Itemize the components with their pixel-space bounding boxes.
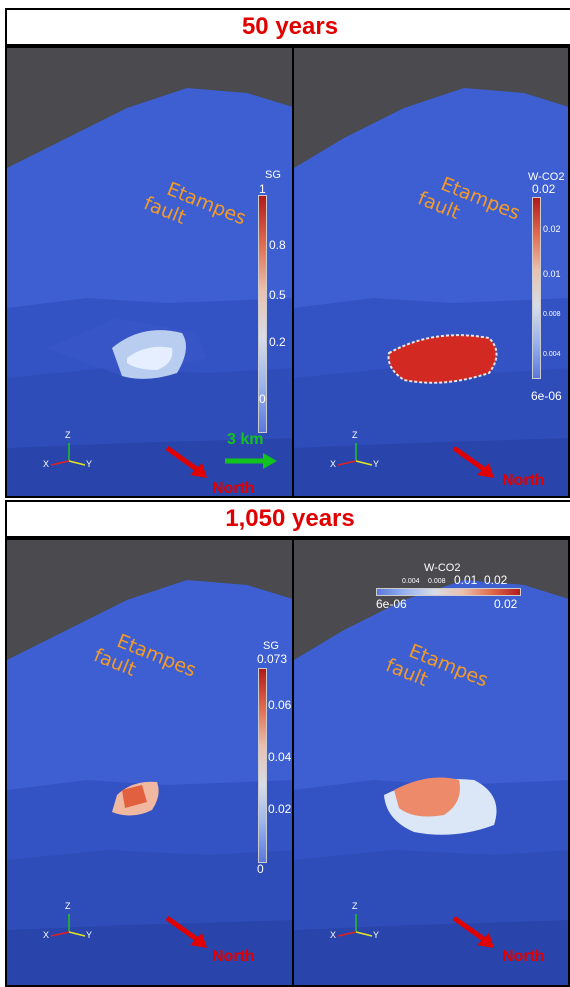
colorbar-tick: 0.008 (428, 578, 446, 585)
north-label: North (502, 948, 545, 965)
x-axis-label: X (43, 459, 50, 469)
z-axis-label: Z (65, 430, 71, 440)
z-axis-label: Z (352, 430, 358, 440)
colorbar-tick: 0.04 (268, 750, 292, 764)
row1-left-panel: Etampes fault SG 1 0.8 0.5 0.2 0 3 km No… (5, 46, 294, 498)
plume-shape (387, 334, 498, 384)
colorbar-tick: 0.06 (268, 698, 292, 712)
colorbar-tick: 0.01 (543, 269, 561, 279)
colorbar-tick: 0.02 (532, 182, 556, 196)
row1-title: 50 years (241, 13, 339, 40)
y-axis-icon (68, 931, 86, 937)
y-axis-label: Y (373, 459, 380, 469)
x-axis-label: X (330, 459, 337, 469)
colorbar-tick: 1 (259, 182, 266, 196)
colorbar-tick: 0 (257, 862, 264, 876)
colorbar-tick: 0.02 (543, 224, 561, 234)
row1-left-mesh (7, 48, 292, 496)
row2-left-mesh (7, 540, 292, 985)
colorbar (258, 668, 267, 863)
x-axis-icon (50, 460, 70, 466)
row2-title: 1,050 years (225, 505, 355, 532)
z-axis-label: Z (352, 901, 358, 911)
colorbar-tick: 0.02 (268, 802, 292, 816)
row1-right-mesh (294, 48, 568, 496)
colorbar-title: W-CO2 (424, 562, 461, 574)
colorbar (376, 588, 521, 596)
x-axis-icon (337, 460, 357, 466)
row2-title-bar: 1,050 years (5, 500, 570, 538)
row2-right-panel: Etampes fault W-CO2 0.004 0.008 0.01 0.0… (292, 538, 570, 987)
colorbar-title: W-CO2 (528, 171, 565, 183)
north-arrow-icon (452, 915, 491, 946)
colorbar-tick: 0.2 (269, 335, 286, 349)
x-axis-icon (337, 931, 357, 937)
north-label: North (502, 472, 545, 489)
row1-title-bar: 50 years (5, 8, 570, 46)
x-axis-label: X (330, 930, 337, 940)
row2-left-panel: Etampes fault SG 0.073 0.06 0.04 0.02 0 … (5, 538, 294, 987)
north-arrow-icon (165, 915, 204, 946)
y-axis-icon (355, 931, 373, 937)
colorbar-tick: 0.004 (543, 351, 561, 358)
colorbar (532, 197, 541, 379)
colorbar-tick: 0.5 (269, 288, 286, 302)
north-label: North (212, 480, 255, 497)
colorbar-tick: 6e-06 (531, 389, 562, 403)
z-axis-label: Z (65, 901, 71, 911)
colorbar-tick: 0.02 (494, 597, 518, 611)
colorbar-tick: 0.01 (454, 573, 478, 587)
y-axis-icon (355, 460, 373, 466)
north-label: North (212, 948, 255, 965)
x-axis-label: X (43, 930, 50, 940)
colorbar-tick: 0 (259, 392, 266, 406)
y-axis-label: Y (86, 459, 93, 469)
row1-right-panel: Etampes fault W-CO2 0.02 0.02 0.01 0.008… (292, 46, 570, 498)
x-axis-icon (50, 931, 70, 937)
colorbar-title: SG (263, 640, 279, 652)
y-axis-label: Y (373, 930, 380, 940)
y-axis-label: Y (86, 930, 93, 940)
colorbar-tick: 0.02 (484, 573, 508, 587)
colorbar-tick: 6e-06 (376, 597, 407, 611)
colorbar-tick: 0.8 (269, 238, 286, 252)
row2-right-mesh (294, 540, 568, 985)
colorbar-tick: 0.008 (543, 311, 561, 318)
scale-label: 3 km (227, 431, 264, 448)
y-axis-icon (68, 460, 86, 466)
colorbar (258, 195, 267, 433)
colorbar-tick: 0.004 (402, 578, 420, 585)
colorbar-tick: 0.073 (257, 652, 288, 666)
colorbar-title: SG (265, 169, 281, 181)
